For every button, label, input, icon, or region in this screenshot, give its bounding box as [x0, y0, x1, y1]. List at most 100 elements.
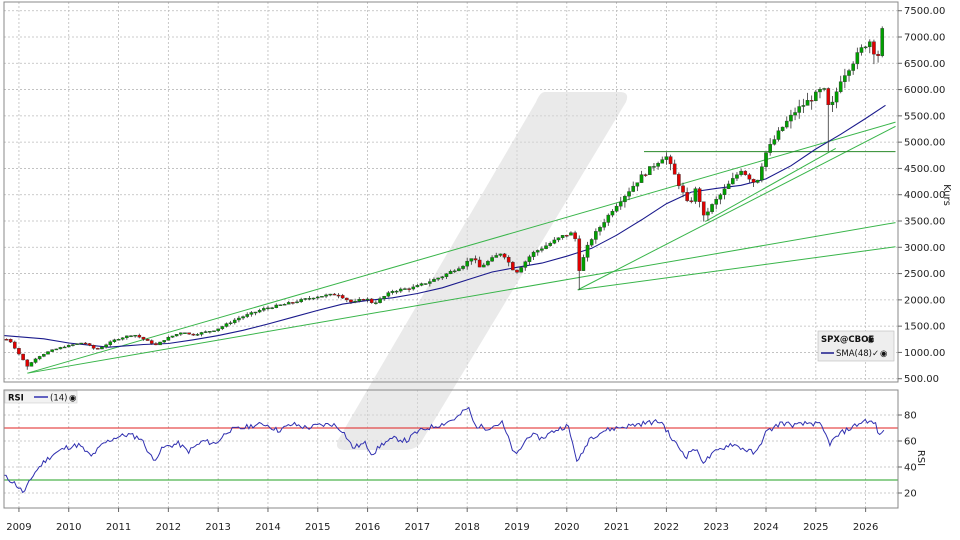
candle-body	[4, 339, 9, 341]
candle-body	[336, 294, 341, 297]
candle-body	[834, 91, 839, 103]
candle-body	[203, 331, 208, 333]
candle-body	[91, 345, 96, 349]
candle-body	[33, 358, 38, 363]
candle-body	[648, 166, 652, 176]
candle-body	[212, 330, 216, 332]
candle-body	[706, 211, 710, 216]
candle-body	[735, 174, 739, 179]
candle-body	[577, 238, 582, 271]
candle-body	[37, 356, 42, 360]
candle-body	[158, 341, 162, 346]
candle-body	[245, 314, 250, 317]
candle-body	[71, 344, 75, 346]
candle-body	[544, 245, 548, 249]
rsi-tick-label: 20	[904, 489, 917, 500]
candle-body	[681, 185, 685, 193]
candle-body	[108, 341, 113, 346]
candle-body	[581, 257, 586, 271]
candle-body	[784, 120, 789, 128]
candle-body	[382, 296, 386, 299]
candle-body	[191, 333, 196, 336]
candle-body	[672, 163, 677, 175]
candle-body	[17, 348, 21, 355]
candle-body	[855, 52, 860, 65]
trendlines	[27, 121, 896, 374]
candle-body	[863, 46, 868, 49]
candle-body	[573, 232, 577, 239]
x-tick-label: 2010	[56, 522, 81, 533]
candle-body	[743, 170, 748, 175]
candle-body	[872, 41, 876, 55]
candle-body	[818, 89, 822, 93]
price-tick-label: 3500.00	[904, 217, 945, 228]
candle-body	[477, 259, 482, 268]
price-legend: SPX@CBOE◉SMA(48) ✓ ◉	[817, 330, 895, 362]
candle-body	[722, 188, 727, 195]
x-tick-label: 2024	[753, 522, 778, 533]
candle-body	[253, 311, 258, 314]
candle-body	[876, 53, 880, 56]
candle-body	[535, 250, 540, 253]
candle-body	[494, 255, 499, 258]
rsi-line	[3, 406, 885, 494]
candle-body	[780, 126, 785, 131]
legend-sma-label: SMA(48)	[836, 349, 872, 359]
candle-body	[361, 299, 366, 301]
candle-body	[345, 297, 349, 301]
candle-body	[801, 105, 806, 107]
candle-body	[589, 239, 594, 246]
candle-body	[527, 256, 532, 262]
candle-body	[747, 174, 752, 180]
candle-body	[199, 332, 204, 335]
candle-body	[75, 343, 79, 345]
candle-body	[448, 271, 453, 274]
trendline	[705, 148, 836, 222]
candle-body	[627, 191, 631, 197]
candle-body	[95, 348, 100, 350]
rsi-legend-period: (14)	[50, 394, 67, 404]
rsi-axis-label: RSI	[915, 450, 926, 466]
candle-body	[257, 310, 262, 313]
candle-body	[328, 293, 333, 296]
candle-body	[768, 144, 772, 153]
price-tick-label: 1500.00	[904, 322, 945, 333]
candle-body	[585, 244, 590, 258]
candle-body	[560, 235, 565, 238]
candle-body	[789, 114, 793, 122]
candle-body	[224, 323, 229, 327]
candle-body	[133, 334, 137, 337]
candle-body	[390, 291, 395, 293]
candle-body	[208, 331, 212, 333]
candle-body	[764, 152, 768, 167]
candle-body	[776, 130, 781, 140]
candle-body	[299, 299, 303, 303]
candle-body	[826, 88, 831, 106]
price-tick-label: 5000.00	[904, 138, 945, 149]
candle-body	[66, 344, 71, 348]
candle-body	[847, 70, 851, 76]
sma-48-line	[3, 104, 886, 348]
candle-body	[519, 267, 523, 273]
candle-body	[303, 298, 308, 300]
price-tick-label: 4500.00	[904, 164, 945, 175]
candle-body	[436, 277, 440, 280]
candle-body	[407, 288, 411, 290]
candle-body	[403, 288, 407, 290]
candle-body	[432, 279, 436, 282]
candle-body	[286, 302, 291, 305]
candle-body	[58, 347, 63, 350]
candle-body	[697, 188, 702, 202]
candle-body	[623, 195, 627, 203]
candle-body	[278, 304, 283, 306]
candle-body	[714, 199, 719, 205]
candle-body	[170, 335, 175, 338]
candle-body	[237, 317, 241, 321]
candle-body	[145, 338, 150, 341]
x-tick-label: 2022	[654, 522, 679, 533]
price-tick-label: 6000.00	[904, 85, 945, 96]
candle-body	[867, 41, 872, 48]
candle-body	[515, 269, 519, 273]
candle-body	[486, 261, 490, 266]
